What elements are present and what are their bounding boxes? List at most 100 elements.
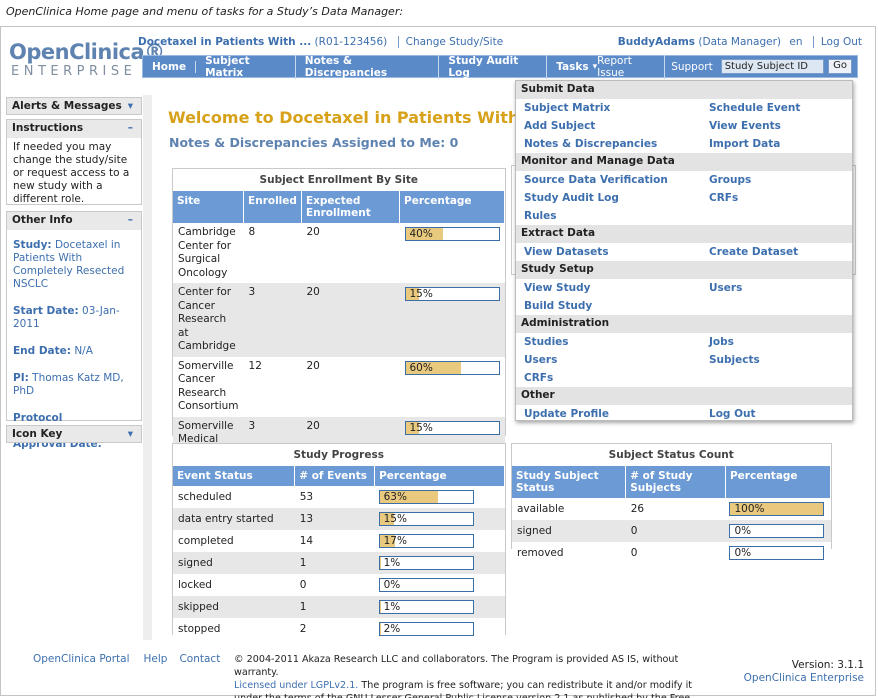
percent-box: 0% xyxy=(729,546,825,560)
row: skipped 1 1% xyxy=(173,596,505,618)
menu-item[interactable]: Rules xyxy=(524,210,557,222)
instructions-title: Instructions xyxy=(12,122,84,134)
logout[interactable]: Log Out xyxy=(812,36,862,48)
menu-item[interactable]: Add Subject xyxy=(524,120,596,132)
sidebar-strip xyxy=(143,95,152,640)
icon-key-header[interactable]: Icon Key ▾ xyxy=(6,425,142,443)
notes-count[interactable]: Notes & Discrepancies Assigned to Me: 0 xyxy=(169,135,459,150)
row: Cambridge Center for Surgical Oncology 8 2… xyxy=(173,223,505,283)
menu-item[interactable]: Create Dataset xyxy=(709,246,799,258)
other-info-header[interactable]: Other Info – xyxy=(7,212,141,230)
instructions-header[interactable]: Instructions – xyxy=(7,120,141,138)
percent-box: 2% xyxy=(378,622,474,636)
menu-item[interactable]: View Datasets xyxy=(524,246,609,258)
logo[interactable]: OpenClinica® xyxy=(9,40,165,64)
search-input[interactable]: Study Subject ID xyxy=(720,59,825,74)
nav-item[interactable]: Tasks xyxy=(556,60,589,73)
frame xyxy=(0,26,876,696)
row: locked 0 0% xyxy=(173,574,505,596)
cell: stopped xyxy=(173,618,295,640)
info-label: Start Date: xyxy=(13,305,79,317)
menu-item[interactable]: CRFs xyxy=(709,192,739,204)
study-name[interactable]: Docetaxel in Patients With ... xyxy=(138,36,312,48)
cell: skipped xyxy=(173,596,295,618)
menu-item[interactable]: Users xyxy=(524,354,558,366)
user[interactable]: BuddyAdams xyxy=(617,36,696,48)
cell: locked xyxy=(173,574,295,596)
menu-item[interactable]: Subject Matrix xyxy=(524,102,611,114)
product[interactable]: OpenClinica Enterprise xyxy=(743,672,864,684)
menu-item[interactable]: Studies xyxy=(524,336,569,348)
footer-link[interactable]: OpenClinica Portal xyxy=(33,653,130,665)
column-header: Site xyxy=(173,191,245,223)
percent-bar xyxy=(379,491,439,503)
menu-row: Source Data Verification Groups xyxy=(516,171,852,189)
menu-item[interactable]: Subjects xyxy=(709,354,760,366)
menu-item[interactable]: Update Profile xyxy=(524,408,610,420)
menu-item[interactable]: Log Out xyxy=(709,408,756,420)
percent-bar xyxy=(379,535,396,547)
percent-box: 40% xyxy=(404,227,500,241)
support[interactable]: Support xyxy=(671,60,713,73)
progress-widget: Study Progress Event Status # of Events Per… xyxy=(172,443,506,640)
percent-bar xyxy=(379,557,381,569)
menu-item[interactable]: Groups xyxy=(709,174,752,186)
alerts-title: Alerts & Messages xyxy=(12,100,122,112)
other-info-panel: Other Info – Study: Docetaxel in Patients… xyxy=(6,211,142,450)
percent-cell: 0% xyxy=(725,542,831,564)
menu-item[interactable]: Source Data Verification xyxy=(524,174,668,186)
row: removed 0 0% xyxy=(512,542,831,564)
percent-cell: 15% xyxy=(399,283,505,357)
menu-item[interactable]: Build Study xyxy=(524,300,593,312)
footer-version: Version: 3.1.1 OpenClinica Enterprise xyxy=(744,659,864,685)
menu-section-title: Other xyxy=(516,387,852,405)
license-link[interactable]: Licensed under LGPLv2.1. xyxy=(234,680,359,691)
menu-item[interactable]: Jobs xyxy=(709,336,734,348)
row: Center for Cancer Research at Cambridge 3… xyxy=(173,283,505,357)
menu-item[interactable]: Study Audit Log xyxy=(524,192,619,204)
cell: 20 xyxy=(301,356,400,417)
menu-row: Studies Jobs xyxy=(516,333,852,351)
percent-bar xyxy=(405,228,443,240)
percent-cell: 15% xyxy=(374,508,505,530)
info-field: PI: Thomas Katz MD, PhD xyxy=(13,372,135,398)
menu-section-title: Submit Data xyxy=(516,81,852,99)
go-button[interactable]: Go xyxy=(828,59,852,74)
cell: 1 xyxy=(294,552,375,574)
menu-item[interactable]: Notes & Discrepancies xyxy=(524,138,658,150)
footer-link[interactable]: Contact xyxy=(179,653,221,665)
change-study[interactable]: Change Study/Site xyxy=(397,36,504,48)
menu-item[interactable]: Schedule Event xyxy=(709,102,801,114)
menu-item[interactable]: View Study xyxy=(524,282,591,294)
percent-label: 1% xyxy=(383,557,401,569)
nav-item[interactable]: Home xyxy=(143,60,197,73)
enrollment-widget: Subject Enrollment By Site Site Enrolled Ex… xyxy=(172,168,506,463)
dropdown-icon: ▾ xyxy=(592,61,598,72)
status-widget: Subject Status Count Study Subject Status… xyxy=(511,443,832,564)
nav-item[interactable]: Subject Matrix xyxy=(196,54,296,79)
footer-links: OpenClinica Portal Help Contact xyxy=(33,653,232,665)
language[interactable]: en xyxy=(789,36,803,48)
copyright: © 2004-2011 Akaza Research LLC and colla… xyxy=(234,654,679,678)
percent-label: 1% xyxy=(383,601,401,613)
column-header: Enrolled xyxy=(243,191,302,223)
footer-link[interactable]: Help xyxy=(143,653,168,665)
nav-item[interactable]: Notes & Discrepancies xyxy=(296,54,440,79)
menu-item[interactable]: Users xyxy=(709,282,743,294)
nav-item[interactable]: Study Audit Log xyxy=(439,54,548,79)
percent-label: 60% xyxy=(409,361,433,374)
info-value: Docetaxel in Patients With Completely Re… xyxy=(13,239,125,290)
alerts-header[interactable]: Alerts & Messages ▾ xyxy=(6,97,142,115)
info-value: 03-Jan-2011 xyxy=(13,305,120,330)
menu-item[interactable]: CRFs xyxy=(524,372,554,384)
percent-cell: 1% xyxy=(374,552,505,574)
sidebar: Alerts & Messages ▾ Instructions – If need… xyxy=(6,97,142,450)
info-value: N/A xyxy=(74,345,93,357)
percent-box: 63% xyxy=(378,490,474,504)
menu-item[interactable]: View Events xyxy=(709,120,781,132)
cell: signed xyxy=(512,520,626,542)
tasks-menu: Submit Data Subject Matrix Schedule Event A… xyxy=(515,80,853,421)
report-issue[interactable]: Report Issue xyxy=(597,54,666,79)
percent-label: 100% xyxy=(734,503,765,515)
menu-item[interactable]: Import Data xyxy=(709,138,781,150)
